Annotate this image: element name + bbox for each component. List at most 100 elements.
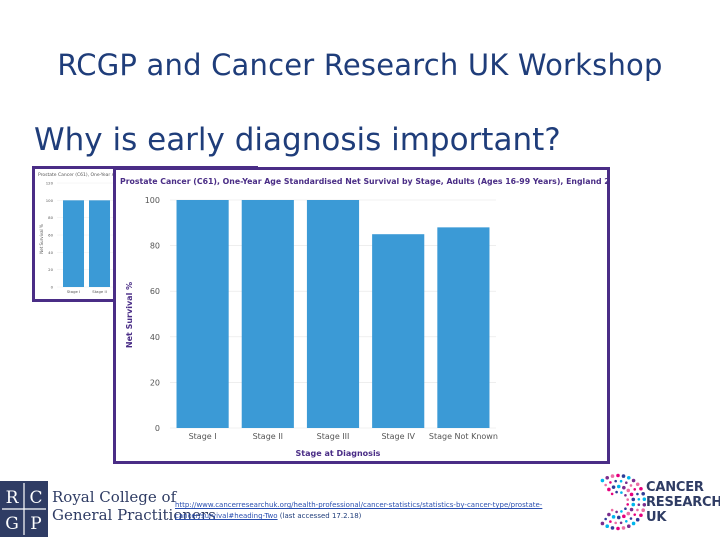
cruk-logo-dot (607, 512, 611, 517)
cruk-logo-dot (631, 478, 636, 483)
main-bar (241, 200, 294, 428)
cruk-logo-dot (610, 526, 615, 530)
cruk-logo-dot (620, 510, 623, 513)
cruk-wordmark: CANCER RESEARCH UK (646, 480, 720, 525)
cruk-logo-dot (631, 497, 636, 502)
svg-text:P: P (30, 514, 41, 534)
cruk-logo-dot (626, 475, 631, 480)
main-category-label: Stage I (189, 432, 217, 441)
cruk-logo-dot (626, 524, 631, 529)
cruk-logo-dot (609, 520, 612, 523)
cruk-logo-dot (642, 502, 647, 507)
cruk-logo-dot (641, 508, 646, 512)
small-category-label: Stage II (92, 289, 106, 294)
cruk-logo-dot (629, 517, 633, 520)
rcgp-name-line2: General Practitioners (52, 506, 216, 524)
main-category-label: Stage II (253, 432, 283, 441)
rcgp-name: Royal College of General Practitioners (52, 488, 216, 524)
citation-suffix: (last accessed 17.2.18) (277, 512, 362, 520)
main-bar (306, 200, 360, 428)
cruk-logo-dot (611, 485, 616, 489)
rcgp-name-line1: Royal College of (52, 488, 177, 506)
main-category-label: Stage IV (381, 432, 415, 441)
cruk-line3: UK (646, 510, 667, 525)
cruk-logo-dot (621, 526, 626, 530)
cruk-logo-dot (616, 515, 621, 520)
cruk-logo-dot (622, 485, 626, 490)
main-ytick-label: 0 (155, 424, 160, 433)
main-ytick-label: 60 (150, 287, 160, 296)
cruk-logo-dot (637, 503, 641, 507)
small-ytick-label: 100 (46, 198, 54, 203)
cruk-logo-dot (624, 494, 627, 497)
footer (0, 466, 720, 540)
cruk-logo-dot (639, 513, 643, 518)
small-category-label: Stage I (67, 289, 80, 294)
main-bar (437, 227, 490, 428)
main-bar (372, 234, 425, 428)
cruk-logo-dot (620, 491, 623, 494)
cruk-logo-dot (641, 492, 646, 496)
citation: http://www.cancerresearchuk.org/health-p… (175, 500, 575, 522)
cruk-logo-dot (605, 524, 610, 529)
main-chart-title: Prostate Cancer (C61), One-Year Age Stan… (120, 177, 607, 186)
cruk-logo-dot (636, 492, 639, 496)
cruk-logo-dot (614, 479, 617, 483)
cruk-logo-dot (604, 483, 607, 487)
cruk-logo-dot (626, 511, 631, 516)
cruk-logo-dot (633, 513, 637, 516)
cruk-logo-dot (610, 508, 614, 512)
main-ytick-label: 40 (150, 333, 160, 342)
small-ytick-label: 80 (48, 215, 53, 220)
main-chart-ylabel: Net Survival % (125, 282, 134, 348)
cruk-logo-dot (621, 474, 626, 478)
cruk-logo (586, 472, 720, 532)
cruk-logo-dot (615, 510, 618, 514)
main-chart-xlabel: Stage at Diagnosis (296, 449, 381, 458)
cruk-logo-dot (604, 517, 607, 521)
main-ytick-label: 100 (145, 196, 160, 205)
small-bar (63, 200, 84, 287)
cruk-logo-dot (625, 481, 628, 485)
main-chart-frame: Prostate Cancer (C61), One-Year Age Stan… (113, 167, 610, 464)
svg-text:R: R (6, 488, 20, 508)
cruk-logo-dot (605, 475, 610, 480)
cruk-logo-dot (642, 497, 647, 502)
main-survival-chart: Prostate Cancer (C61), One-Year Age Stan… (120, 177, 607, 458)
small-ytick-label: 120 (46, 181, 54, 186)
cruk-logo-dot (626, 503, 630, 506)
svg-text:G: G (5, 514, 19, 534)
cruk-logo-dot (637, 497, 641, 501)
slide-subtitle: Why is early diagnosis important? (34, 122, 561, 158)
cruk-logo-dot (609, 481, 612, 484)
cruk-logo-dot (635, 517, 640, 522)
cruk-logo-dot (631, 521, 636, 526)
cruk-logo-dot (629, 484, 633, 487)
cruk-logo-dot (615, 490, 618, 494)
svg-text:C: C (29, 488, 42, 508)
small-chart-ylabel: Net Survival % (39, 224, 44, 254)
cruk-logo-dot (600, 478, 605, 483)
cruk-logo-dot (636, 508, 639, 512)
cruk-line1: CANCER (646, 480, 704, 495)
small-ytick-label: 20 (48, 267, 53, 272)
main-ytick-label: 20 (150, 378, 160, 387)
cruk-logo-dot (633, 488, 637, 491)
citation-link[interactable]: http://www.cancerresearchuk.org/health-p… (175, 501, 543, 520)
cruk-logo-dot (610, 474, 615, 478)
cruk-logo-dot (625, 519, 628, 523)
rcgp-logo: R C G P (0, 481, 48, 537)
slide-title: RCGP and Cancer Research UK Workshop (57, 48, 663, 82)
cruk-logo-dot (616, 526, 620, 531)
cruk-logo-dot (629, 507, 634, 512)
small-bar (89, 200, 110, 287)
cruk-logo-dot (611, 515, 616, 519)
cruk-logo-dot (626, 498, 630, 501)
main-category-label: Stage III (317, 432, 350, 441)
small-ytick-label: 60 (48, 233, 53, 238)
cruk-logo-dot (622, 514, 626, 519)
cruk-logo-dot (629, 492, 634, 497)
cruk-logo-dot (624, 507, 627, 510)
cruk-logo-dot (616, 484, 621, 489)
cruk-logo-dot (626, 488, 631, 493)
